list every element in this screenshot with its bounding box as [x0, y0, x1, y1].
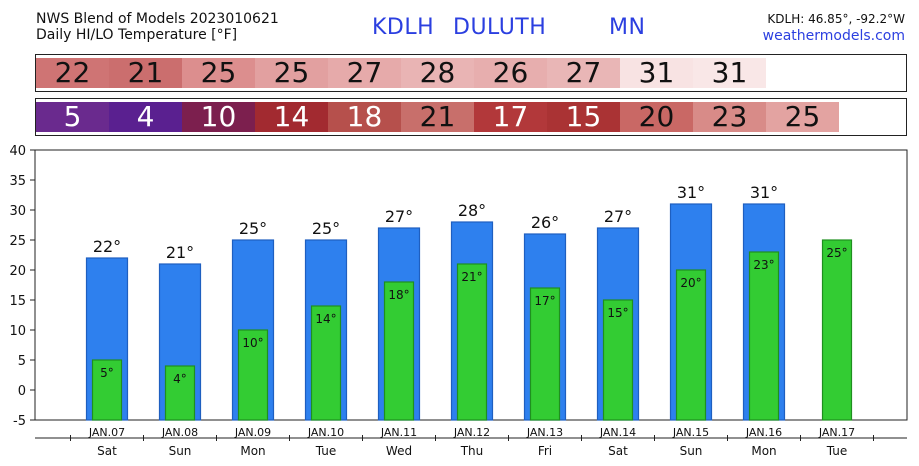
high-temp-label: 21°: [166, 243, 194, 262]
x-tick-label-weekday: Tue: [315, 444, 337, 458]
y-tick-label: 40: [9, 144, 26, 159]
x-tick-label-weekday: Mon: [751, 444, 776, 458]
low-temp-bar: [164, 365, 196, 421]
y-tick-label: 5: [18, 354, 26, 369]
hi-cell: 26: [474, 58, 547, 88]
high-temp-label: 25°: [239, 219, 267, 238]
station-coordinates: KDLH: 46.85°, -92.2°W: [767, 12, 905, 26]
low-temp-label: 25°: [826, 246, 847, 260]
low-temp-label: 14°: [315, 312, 336, 326]
low-temp-bar: [675, 269, 707, 421]
station-id: KDLH: [372, 15, 435, 40]
y-tick-label: 10: [9, 324, 26, 339]
website-link[interactable]: weathermodels.com: [762, 28, 905, 44]
x-tick-label-date: JAN.16: [745, 426, 782, 439]
lo-cell: 15: [547, 102, 620, 132]
low-temp-label: 5°: [100, 366, 114, 380]
lo-cell: 17: [474, 102, 547, 132]
low-temp-bar: [602, 299, 634, 421]
x-tick-label-weekday: Sat: [608, 444, 628, 458]
x-tick-label-weekday: Wed: [386, 444, 412, 458]
x-tick-label-weekday: Tue: [826, 444, 848, 458]
station-name: DULUTH: [453, 15, 547, 40]
hi-cell: 25: [255, 58, 328, 88]
lo-cell: 10: [182, 102, 255, 132]
x-tick-label-weekday: Sun: [680, 444, 703, 458]
low-temp-label: 15°: [607, 306, 628, 320]
y-tick-label: -5: [13, 414, 26, 429]
chart-subtitle: Daily HI/LO Temperature [°F]: [36, 27, 238, 43]
x-tick-label-weekday: Thu: [460, 444, 484, 458]
hi-cell: 27: [328, 58, 401, 88]
y-tick-label: 30: [9, 204, 26, 219]
high-temp-label: 26°: [531, 213, 559, 232]
x-tick-label-date: JAN.10: [307, 426, 344, 439]
low-temp-label: 23°: [753, 258, 774, 272]
x-tick-label-date: JAN.09: [234, 426, 271, 439]
low-temp-label: 4°: [173, 372, 187, 386]
lo-cell: 20: [620, 102, 693, 132]
lo-cell: 23: [693, 102, 766, 132]
x-tick-label-weekday: Sun: [169, 444, 192, 458]
x-tick-label-date: JAN.13: [526, 426, 563, 439]
x-tick-label-date: JAN.08: [161, 426, 198, 439]
lo-cell: 4: [109, 102, 182, 132]
x-tick-label-date: JAN.15: [672, 426, 709, 439]
model-title: NWS Blend of Models 2023010621: [36, 11, 279, 27]
low-temp-label: 10°: [242, 336, 263, 350]
low-temp-bar: [310, 305, 342, 421]
low-temp-bar: [456, 263, 488, 421]
x-tick-label-date: JAN.14: [599, 426, 636, 439]
x-tick-label-date: JAN.12: [453, 426, 490, 439]
x-tick-label-weekday: Sat: [97, 444, 117, 458]
x-tick-label-date: JAN.17: [818, 426, 855, 439]
low-temp-label: 21°: [461, 270, 482, 284]
low-temp-bar: [529, 287, 561, 421]
lo-cell: 18: [328, 102, 401, 132]
high-temp-label: 27°: [604, 207, 632, 226]
high-temp-label: 31°: [750, 183, 778, 202]
hi-cell: 25: [182, 58, 255, 88]
high-temp-label: 27°: [385, 207, 413, 226]
lo-cell: 25: [766, 102, 839, 132]
y-tick-label: 35: [9, 174, 26, 189]
lo-cell: 5: [36, 102, 109, 132]
low-temp-label: 18°: [388, 288, 409, 302]
low-temperature-strip: 5 4 10 14 18 21 17 15 20 23 25: [35, 98, 907, 136]
high-temp-label: 28°: [458, 201, 486, 220]
low-temp-bar: [91, 359, 123, 421]
y-tick-label: 0: [18, 384, 26, 399]
high-temp-label: 22°: [93, 237, 121, 256]
low-temp-bar: [383, 281, 415, 421]
low-temp-label: 17°: [534, 294, 555, 308]
y-tick-label: 25: [9, 234, 26, 249]
high-temperature-strip: 22 21 25 25 27 28 26 27 31 31: [35, 54, 907, 92]
x-tick-label-weekday: Fri: [538, 444, 552, 458]
hi-cell: 22: [36, 58, 109, 88]
station-state: MN: [609, 15, 646, 40]
lo-cell: 21: [401, 102, 474, 132]
hi-cell: 28: [401, 58, 474, 88]
high-temp-label: 25°: [312, 219, 340, 238]
low-temp-bar: [821, 239, 853, 421]
x-tick-label-date: JAN.07: [88, 426, 125, 439]
hi-cell: 21: [109, 58, 182, 88]
low-temp-label: 20°: [680, 276, 701, 290]
x-tick-label-weekday: Mon: [240, 444, 265, 458]
lo-cell: 14: [255, 102, 328, 132]
low-temp-bar: [748, 251, 780, 421]
hi-cell: 31: [620, 58, 693, 88]
y-tick-label: 20: [9, 264, 26, 279]
hi-cell: 31: [693, 58, 766, 88]
low-temp-bar: [237, 329, 269, 421]
hi-cell: 27: [547, 58, 620, 88]
y-tick-label: 15: [9, 294, 26, 309]
high-temp-label: 31°: [677, 183, 705, 202]
x-tick-label-date: JAN.11: [380, 426, 417, 439]
